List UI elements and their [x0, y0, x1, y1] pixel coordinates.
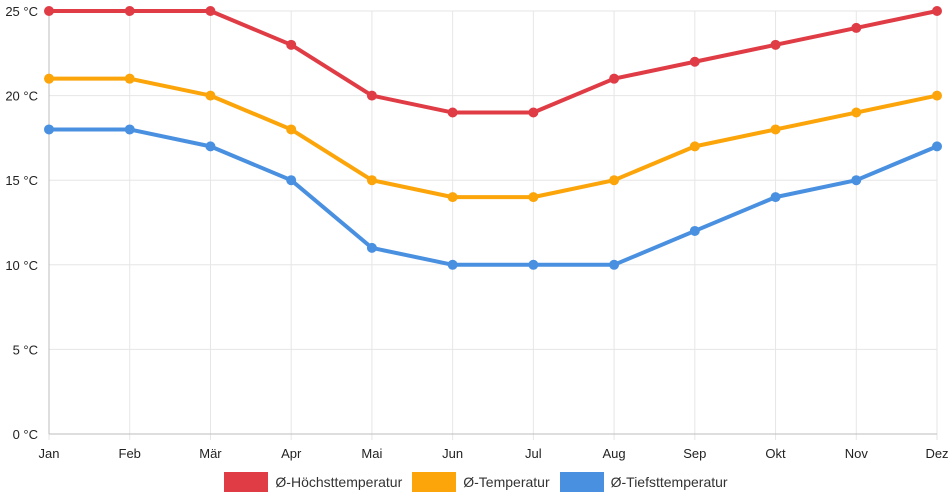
y-tick-label: 5 °C	[13, 342, 38, 357]
data-point-2	[770, 192, 781, 203]
data-point-0	[44, 6, 54, 16]
y-tick-label: 0 °C	[13, 427, 38, 442]
legend-label-avg: Ø-Temperatur	[463, 474, 550, 490]
legend-label-max: Ø-Höchsttemperatur	[275, 474, 403, 490]
data-point-0	[124, 6, 135, 16]
y-tick-label: 10 °C	[5, 258, 38, 273]
legend-label-min: Ø-Tiefsttemperatur	[610, 474, 728, 490]
series-line-2	[47, 127, 939, 267]
data-point-0	[689, 56, 700, 67]
data-point-0	[609, 73, 620, 84]
y-tick-label: 25 °C	[5, 4, 38, 19]
data-point-1	[770, 124, 781, 135]
x-tick-label: Jun	[442, 446, 463, 461]
data-point-2	[528, 259, 539, 270]
data-point-2	[286, 175, 297, 186]
data-point-0	[366, 90, 377, 101]
data-point-1	[286, 124, 297, 135]
legend-item-min[interactable]: Ø-Tiefsttemperatur	[559, 472, 728, 492]
x-tick-label: Sep	[683, 446, 706, 461]
legend-item-avg[interactable]: Ø-Temperatur	[412, 472, 550, 492]
data-point-0	[770, 39, 781, 50]
data-point-1	[447, 192, 458, 203]
series-line-0	[47, 9, 939, 115]
legend: Ø-Höchsttemperatur Ø-Temperatur Ø-Tiefst…	[0, 472, 952, 492]
data-point-2	[205, 141, 216, 152]
data-point-1	[689, 141, 700, 152]
y-tick-label: 20 °C	[5, 89, 38, 104]
data-point-0	[205, 6, 216, 16]
data-point-0	[851, 22, 862, 33]
data-point-1	[932, 90, 942, 101]
data-point-2	[447, 259, 458, 270]
data-point-0	[932, 6, 942, 16]
x-tick-label: Nov	[845, 446, 869, 461]
data-point-2	[609, 259, 620, 270]
x-tick-label: Okt	[765, 446, 786, 461]
data-point-2	[689, 225, 700, 236]
data-point-2	[44, 124, 54, 135]
data-point-1	[124, 73, 135, 84]
x-tick-label: Aug	[603, 446, 626, 461]
legend-swatch-avg	[412, 472, 457, 492]
data-point-1	[528, 192, 539, 203]
data-point-2	[124, 124, 135, 135]
data-point-0	[286, 39, 297, 50]
x-tick-label: Mär	[199, 446, 222, 461]
legend-swatch-min	[559, 472, 604, 492]
data-point-0	[447, 107, 458, 118]
data-point-0	[528, 107, 539, 118]
x-tick-label: Jul	[525, 446, 542, 461]
data-point-1	[609, 175, 620, 186]
data-point-2	[366, 242, 377, 253]
data-point-1	[366, 175, 377, 186]
y-tick-label: 15 °C	[5, 173, 38, 188]
data-point-1	[851, 107, 862, 118]
x-tick-label: Mai	[361, 446, 382, 461]
temperature-line-chart: 0 °C 5 °C 10 °C 15 °C 20 °C 25 °C Jan Feb Mär Apr…	[5, 4, 948, 461]
data-point-2	[851, 175, 862, 186]
x-tick-label: Jan	[39, 446, 60, 461]
legend-swatch-max	[224, 472, 269, 492]
data-point-1	[205, 90, 216, 101]
legend-item-max[interactable]: Ø-Höchsttemperatur	[224, 472, 402, 492]
series-line-1	[47, 76, 939, 200]
x-tick-label: Apr	[281, 446, 302, 461]
data-point-2	[932, 141, 942, 152]
data-point-1	[44, 73, 54, 84]
x-tick-label: Feb	[119, 446, 141, 461]
x-tick-label: Dez	[925, 446, 948, 461]
